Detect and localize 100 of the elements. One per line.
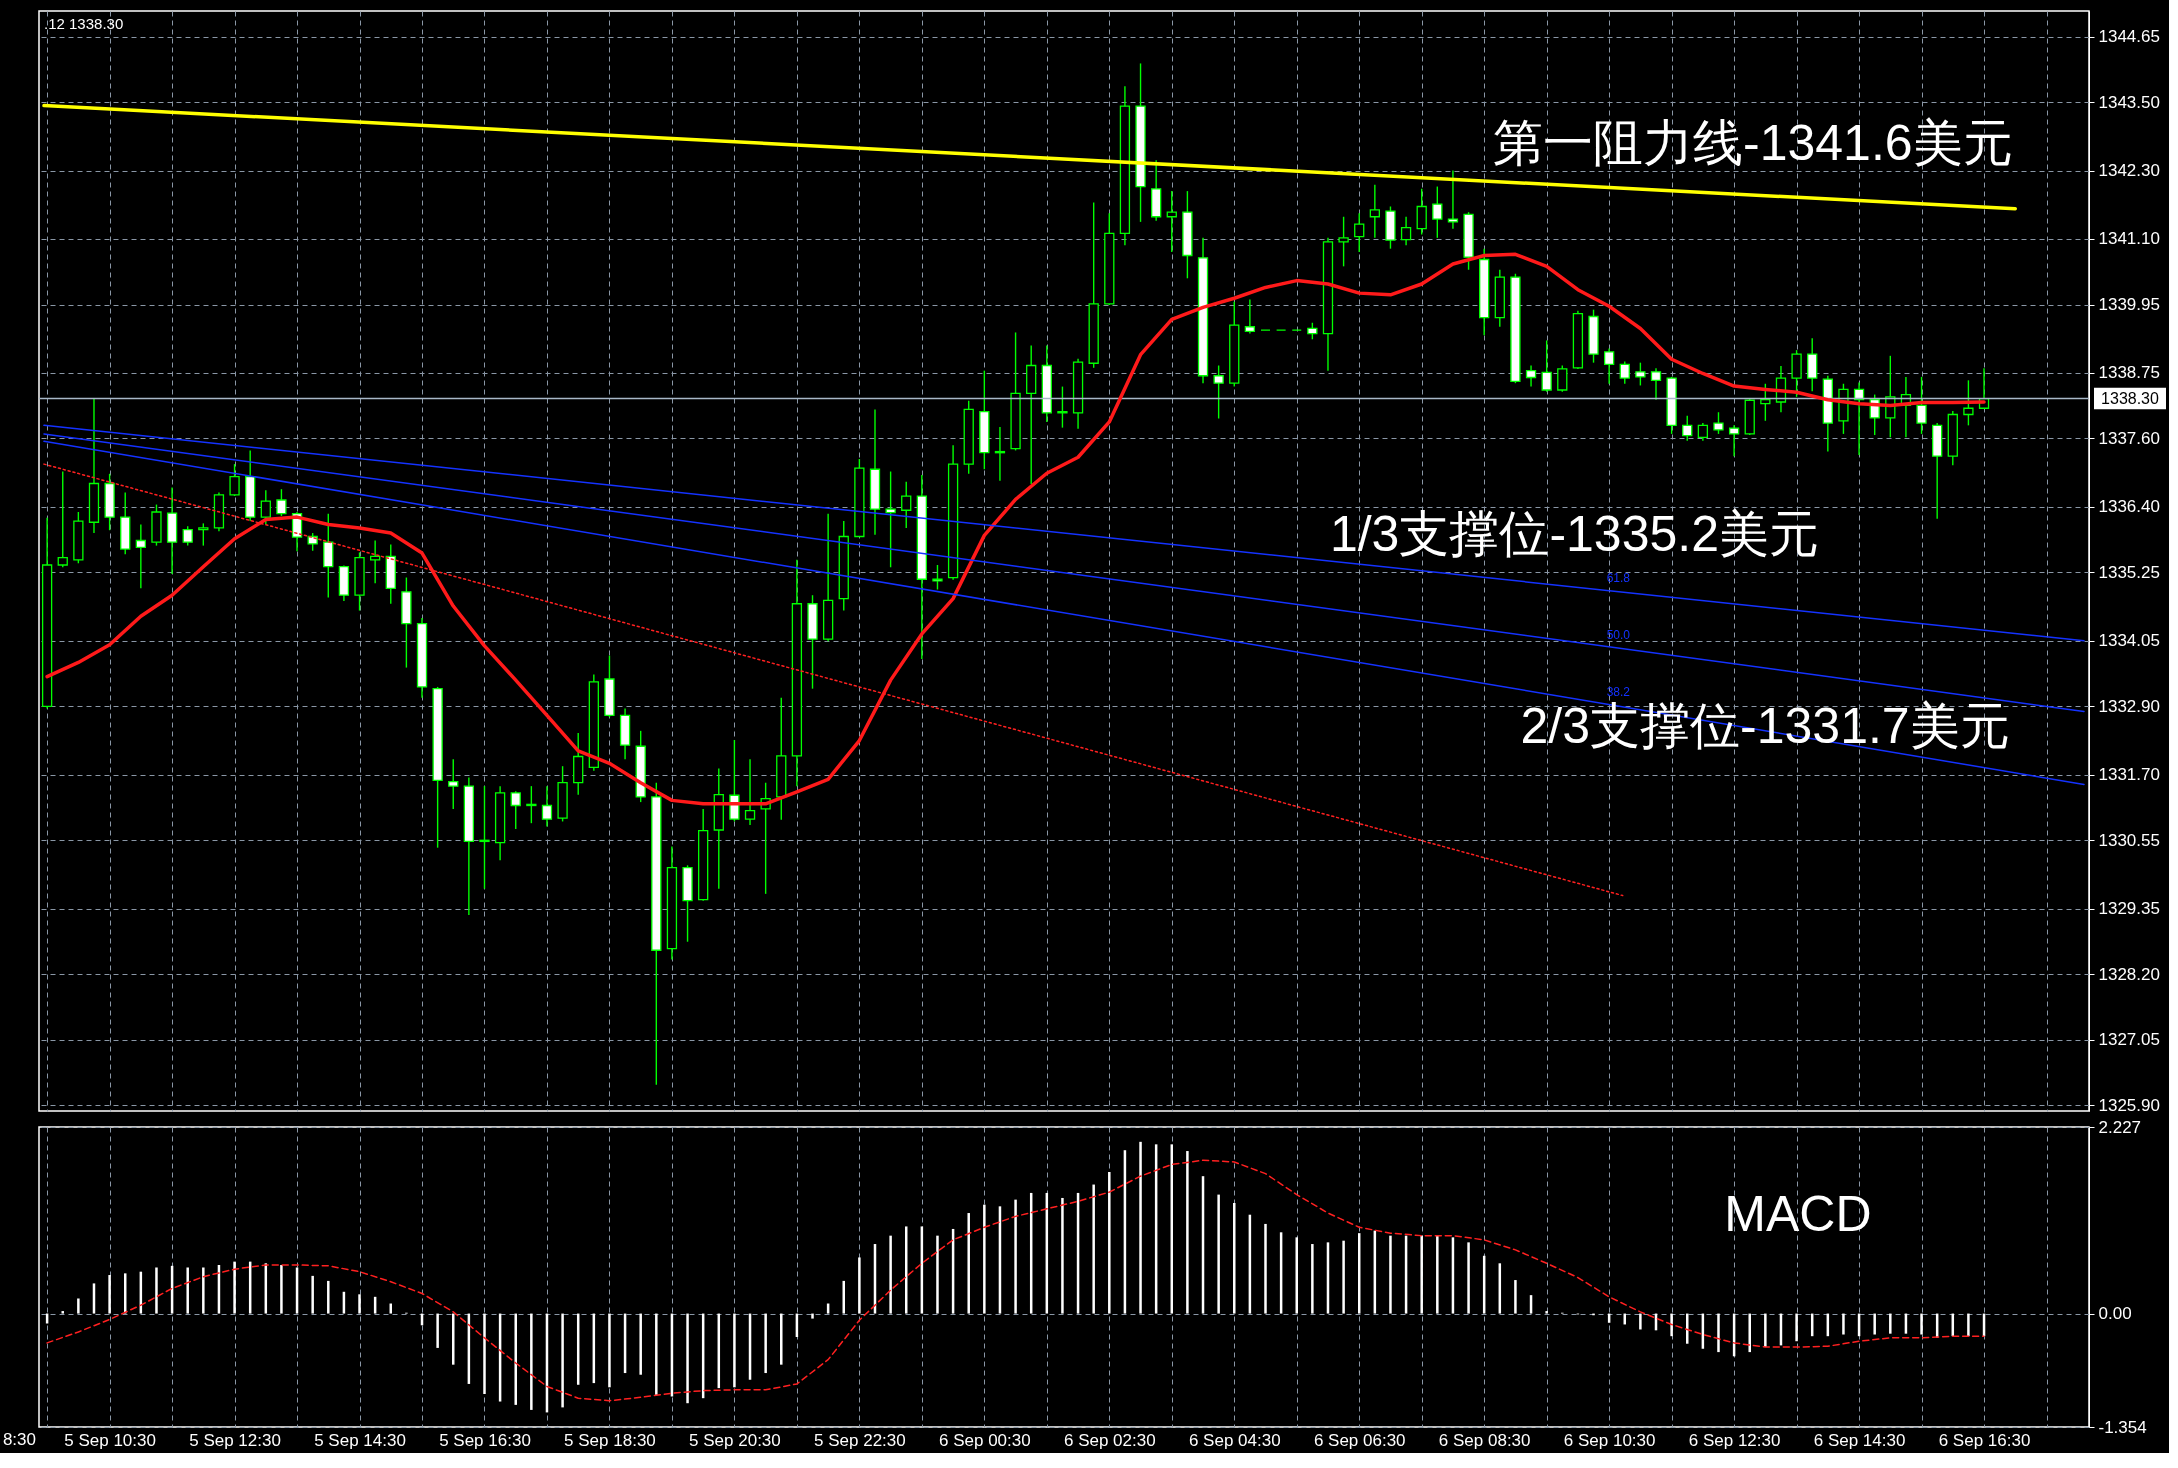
- y-tick-label: 1339.95: [2098, 295, 2160, 315]
- x-tick-label: 5 Sep 12:30: [189, 1430, 281, 1450]
- y-tick-label: 0.00: [2098, 1304, 2132, 1324]
- line-series: [46, 1159, 1985, 1402]
- y-tick-label: 1330.55: [2098, 830, 2160, 850]
- y-tick-label: 1328.20: [2098, 964, 2160, 984]
- bar: [186, 1267, 189, 1314]
- candlestick: [932, 564, 943, 591]
- candlestick: [229, 463, 240, 497]
- x-tick-label: 6 Sep 00:30: [938, 1430, 1031, 1450]
- candlestick: [1635, 361, 1646, 387]
- candlestick: [510, 790, 521, 830]
- x-tick-label: 5 Sep 22:30: [814, 1430, 906, 1450]
- bar: [1889, 1313, 1892, 1334]
- bar: [1233, 1202, 1236, 1314]
- candlestick: [1432, 185, 1443, 239]
- x-tick-label: 6 Sep 04:30: [1188, 1430, 1281, 1450]
- bar: [858, 1257, 861, 1314]
- candlestick: [1557, 364, 1568, 393]
- annotation: 1/3支撑位-1335.2美元: [1329, 505, 1819, 562]
- candlestick: [135, 523, 146, 590]
- candlestick: [1807, 337, 1818, 392]
- bar: [202, 1267, 205, 1314]
- bar: [1920, 1313, 1923, 1335]
- bar: [1061, 1197, 1064, 1314]
- y-tick-label: 1334.05: [2098, 631, 2160, 651]
- annotation: MACD: [1724, 1185, 1872, 1242]
- y-tick-label: 1327.05: [2098, 1030, 2160, 1050]
- bar: [967, 1213, 970, 1314]
- candlestick: [1760, 383, 1771, 422]
- bar: [1092, 1184, 1095, 1314]
- bar: [77, 1298, 80, 1314]
- x-tick-label: 6 Sep 12:30: [1688, 1430, 1781, 1450]
- bar: [1514, 1280, 1517, 1314]
- bar: [1764, 1313, 1767, 1348]
- y-tick-label: 1331.70: [2098, 765, 2160, 785]
- series-label: 50.0: [1606, 627, 1631, 642]
- bar: [983, 1204, 986, 1314]
- bar: [1389, 1235, 1392, 1314]
- x-tick-label: 5 Sep 14:30: [314, 1430, 406, 1450]
- candlestick: [744, 758, 756, 826]
- bar: [1795, 1313, 1798, 1342]
- candlestick: [885, 470, 896, 568]
- bar: [1545, 1311, 1548, 1314]
- bar: [530, 1313, 533, 1410]
- candlestick: [1416, 188, 1427, 236]
- candlestick: [260, 489, 271, 526]
- candlestick: [1244, 298, 1256, 335]
- y-tick-label: 1342.30: [2098, 161, 2160, 181]
- candlestick: [1916, 376, 1927, 435]
- series-label: 38.2: [1606, 685, 1631, 700]
- x-tick-label: 6 Sep 14:30: [1813, 1430, 1906, 1450]
- candlestick: [1447, 169, 1459, 230]
- y-tick-label: 1335.25: [2098, 562, 2160, 582]
- candlestick: [526, 785, 537, 824]
- bar: [1670, 1313, 1673, 1337]
- candlestick: [1650, 367, 1662, 401]
- bar: [811, 1313, 814, 1319]
- bar: [733, 1313, 736, 1388]
- candlestick: [182, 525, 193, 547]
- y-tick-label: 1344.65: [2098, 27, 2160, 47]
- candlestick: [57, 470, 68, 568]
- y-tick-label: 1338.75: [2098, 363, 2160, 383]
- bar: [1108, 1171, 1111, 1314]
- bar: [483, 1313, 486, 1394]
- candlestick: [1619, 360, 1630, 385]
- x-tick-label: 5 Sep 20:30: [689, 1430, 781, 1450]
- y-tick-label: 1325.90: [2098, 1095, 2160, 1115]
- y-tick-label: 1343.50: [2098, 92, 2160, 112]
- bar: [561, 1313, 564, 1408]
- ref-line-label: 1338.30: [2101, 389, 2160, 407]
- candlestick: [1369, 184, 1380, 239]
- y-tick-label: 1337.60: [2098, 428, 2160, 448]
- bar: [61, 1311, 64, 1314]
- x-tick-label: 6 Sep 08:30: [1438, 1430, 1531, 1450]
- candlestick: [1713, 411, 1724, 435]
- bar: [639, 1313, 642, 1375]
- y-tick-label: -1.354: [2098, 1417, 2147, 1437]
- x-tick-label: 6 Sep 06:30: [1313, 1430, 1406, 1450]
- candlestick: [1682, 414, 1693, 442]
- bar: [358, 1294, 361, 1314]
- y-tick-label: 1341.10: [2098, 229, 2160, 249]
- bar: [1436, 1235, 1439, 1314]
- bar: [1873, 1313, 1876, 1335]
- bar: [1420, 1235, 1423, 1314]
- chart-title: .12 1338.30: [44, 15, 124, 32]
- bar: [514, 1313, 517, 1405]
- series-label: 61.8: [1606, 571, 1631, 586]
- bar: [686, 1313, 689, 1404]
- candlestick: [276, 488, 287, 517]
- bar: [889, 1235, 892, 1314]
- y-tick-label: 1336.40: [2098, 497, 2160, 517]
- candlestick: [1604, 347, 1615, 385]
- candlestick: [370, 539, 381, 584]
- candlestick: [1541, 339, 1552, 393]
- candlestick: [901, 481, 912, 529]
- x-tick-label: 6 Sep 10:30: [1563, 1430, 1656, 1450]
- candlestick: [1963, 379, 1974, 427]
- bar: [1311, 1244, 1314, 1314]
- bar: [233, 1261, 236, 1314]
